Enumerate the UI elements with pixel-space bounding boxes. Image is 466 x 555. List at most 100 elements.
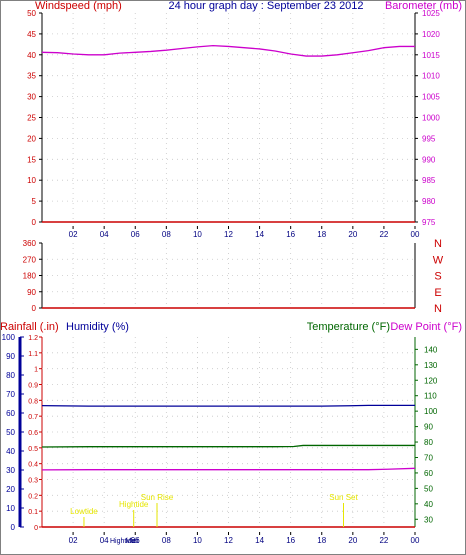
rainfall-tick-label: 1.1 [28,351,38,358]
thr-x-tick-label: 12 [224,536,233,545]
temperature-tick-label: 100 [424,407,438,416]
rainfall-axis-title: Rainfall (.in) [0,321,59,333]
wind-x-tick-label: 14 [255,230,264,239]
windspeed-tick-label: 40 [27,51,36,60]
rainfall-tick-label: 0.1 [28,509,38,516]
temperature-tick-label: 140 [424,345,438,354]
compass-label: E [434,287,441,299]
rainfall-tick-label: 0.5 [28,446,38,453]
annotation-label: Midt [126,538,139,545]
annotation-label: Sun Rise [141,493,174,502]
direction-tick-label: 180 [23,272,37,281]
compass-label: S [434,271,441,283]
rainfall-tick-label: 0.6 [28,430,38,437]
direction-tick-label: 360 [23,239,37,248]
wind-x-tick-label: 10 [193,230,202,239]
compass-label: N [434,238,442,250]
humidity-series [41,404,415,407]
barometer-tick-label: 1025 [422,9,440,18]
thr-x-tick-label: 22 [379,536,388,545]
rainfall-tick-label: 0.4 [28,462,38,469]
thr-x-tick-label: 00 [411,536,420,545]
thr-x-tick-label: 14 [255,536,264,545]
compass-label: N [434,303,442,315]
humidity-axis-title: Humidity (%) [66,321,129,333]
barometer-tick-label: 975 [422,218,436,227]
barometer-tick-label: 995 [422,134,436,143]
barometer-tick-label: 1005 [422,93,440,102]
barometer-tick-label: 990 [422,155,436,164]
barometer-tick-label: 1015 [422,51,440,60]
humidity-tick-label: 80 [6,371,15,380]
humidity-tick-label: 70 [6,390,15,399]
rainfall-tick-label: 0.3 [28,478,38,485]
compass-label: W [433,254,444,266]
thr-x-tick-label: 18 [317,536,326,545]
wind-x-tick-label: 12 [224,230,233,239]
windspeed-axis-title: Windspeed (mph) [35,0,122,12]
temperature-tick-label: 40 [424,500,433,509]
temperature-tick-label: 70 [424,453,433,462]
annotation-label: Sun Set [329,493,358,502]
barometer-axis-title: Barometer (mb) [385,0,462,12]
wind-x-tick-label: 20 [348,230,357,239]
windspeed-tick-label: 10 [27,176,36,185]
wind-x-tick-label: 22 [379,230,388,239]
temperature-series [41,444,415,448]
humidity-tick-label: 10 [6,504,15,513]
temperature-tick-label: 90 [424,423,433,432]
barometer-series [41,44,415,57]
windspeed-tick-label: 45 [27,30,36,39]
thr-x-tick-label: 04 [100,536,109,545]
windspeed-tick-label: 15 [27,155,36,164]
barometer-tick-label: 1000 [422,114,440,123]
humidity-tick-label: 90 [6,352,15,361]
rainfall-tick-label: 0.8 [28,398,38,405]
direction-tick-label: 270 [23,255,37,264]
windspeed-tick-label: 25 [27,114,36,123]
wind-x-tick-label: 04 [100,230,109,239]
graph-title: 24 hour graph day : September 23 2012 [168,0,363,12]
temperature-tick-label: 30 [424,515,433,524]
temperature-tick-label: 130 [424,361,438,370]
thr-x-tick-label: 02 [69,536,78,545]
annotation-label: Hightide [110,538,136,545]
wind-x-tick-label: 00 [411,230,420,239]
windspeed-tick-label: 0 [32,218,37,227]
temperature-tick-label: 80 [424,438,433,447]
annotation-label: Lowtide [70,507,98,516]
thr-x-tick-label: 10 [193,536,202,545]
humidity-tick-label: 20 [6,485,15,494]
direction-tick-label: 90 [27,288,36,297]
dewpoint-axis-title: Dew Point (°F) [390,321,462,333]
rainfall-tick-label: 1 [34,367,38,374]
wind-x-tick-label: 06 [131,230,140,239]
windspeed-tick-label: 20 [27,134,36,143]
annotation-label: Hightide [119,500,149,509]
rainfall-tick-label: 0.2 [28,493,38,500]
rainfall-tick-label: 0.7 [28,414,38,421]
direction-tick-label: 0 [32,304,37,313]
thr-x-tick-label: 20 [348,536,357,545]
thr-x-tick-label: 08 [162,536,171,545]
temperature-tick-label: 110 [424,392,437,401]
wind-x-tick-label: 18 [317,230,326,239]
barometer-tick-label: 1020 [422,30,440,39]
humidity-tick-label: 30 [6,466,15,475]
rainfall-tick-label: 1.2 [28,335,38,342]
thr-x-tick-label: 16 [286,536,295,545]
temperature-tick-label: 60 [424,469,433,478]
humidity-tick-label: 50 [6,428,15,437]
barometer-tick-label: 985 [422,176,436,185]
dewpoint-series [41,467,416,471]
humidity-tick-label: 60 [6,409,15,418]
rainfall-tick-label: 0 [34,525,38,532]
temperature-axis-title: Temperature (°F) [307,321,390,333]
thr-x-tick-label: 06 [131,536,140,545]
wind-x-tick-label: 02 [69,230,78,239]
humidity-tick-label: 0 [11,523,16,532]
humidity-tick-label: 100 [2,333,16,342]
